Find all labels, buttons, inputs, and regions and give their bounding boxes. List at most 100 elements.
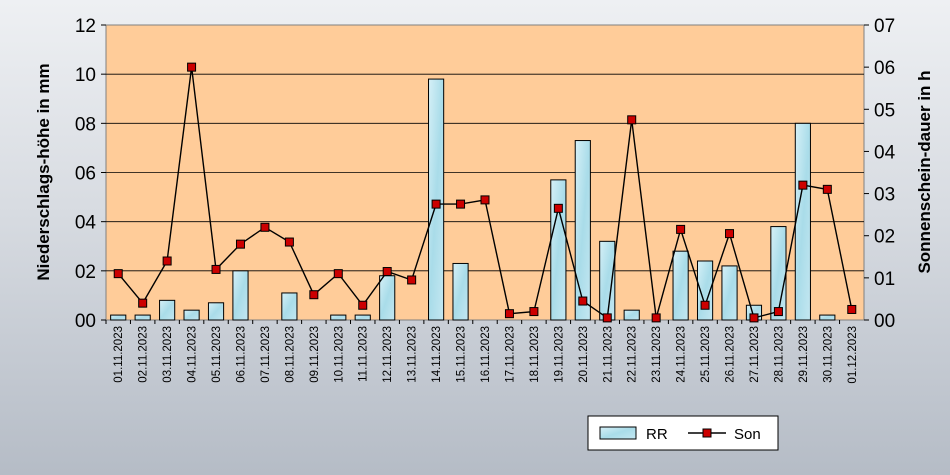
x-tick-label: 12.11.2023 bbox=[382, 326, 394, 383]
rr-bar bbox=[232, 270, 249, 321]
rr-bar bbox=[183, 309, 200, 321]
y-tick-label: 08 bbox=[75, 114, 96, 135]
son-marker bbox=[309, 290, 319, 300]
rr-bar bbox=[672, 250, 689, 321]
y2-tick-label: 04 bbox=[874, 142, 896, 163]
y-tick-label: 02 bbox=[75, 262, 96, 283]
rr-bar bbox=[574, 140, 591, 321]
rr-bar bbox=[721, 265, 738, 321]
x-tick-label: 01.11.2023 bbox=[113, 326, 125, 383]
y2-tick-label: 03 bbox=[874, 185, 895, 206]
rr-bar bbox=[550, 179, 567, 321]
x-axis-ticks: 01.11.2023 02.11.2023 03.11.2023 04.11.2023… bbox=[105, 320, 859, 384]
son-marker bbox=[602, 313, 612, 323]
rr-bar bbox=[354, 314, 371, 321]
x-tick-label: 25.11.2023 bbox=[700, 326, 712, 383]
x-tick-label: 13.11.2023 bbox=[407, 326, 419, 383]
x-tick-label: 10.11.2023 bbox=[333, 326, 345, 383]
x-tick-label: 21.11.2023 bbox=[602, 326, 614, 383]
son-marker bbox=[260, 222, 270, 232]
son-marker bbox=[504, 309, 514, 319]
x-tick-label: 16.11.2023 bbox=[480, 326, 492, 383]
son-marker bbox=[333, 269, 343, 279]
rr-bar bbox=[819, 314, 836, 321]
legend-rr-swatch bbox=[599, 426, 637, 440]
son-marker bbox=[847, 304, 857, 314]
son-marker bbox=[431, 199, 441, 209]
rr-bar bbox=[159, 299, 176, 321]
x-tick-label: 11.11.2023 bbox=[358, 326, 370, 382]
son-marker bbox=[529, 307, 539, 317]
x-tick-label: 28.11.2023 bbox=[773, 326, 785, 383]
y-tick-label: 04 bbox=[75, 213, 97, 234]
y-tick-label: 00 bbox=[75, 311, 96, 332]
legend-son-marker bbox=[702, 428, 712, 438]
right-axis-ticks: 00 01 02 03 04 05 06 07 bbox=[864, 16, 896, 332]
x-tick-label: 02.11.2023 bbox=[138, 326, 150, 383]
y-tick-label: 10 bbox=[75, 65, 96, 86]
son-marker bbox=[211, 264, 221, 274]
son-marker bbox=[113, 269, 123, 279]
son-marker bbox=[358, 300, 368, 310]
y2-tick-label: 06 bbox=[874, 58, 895, 79]
x-tick-label: 14.11.2023 bbox=[431, 326, 443, 383]
son-marker bbox=[284, 237, 294, 247]
son-line bbox=[113, 62, 857, 323]
x-tick-label: 17.11.2023 bbox=[504, 326, 516, 383]
son-marker bbox=[627, 115, 637, 125]
x-tick-label: 07.11.2023 bbox=[260, 326, 272, 383]
left-axis-ticks: 00 02 04 06 08 10 12 bbox=[75, 16, 106, 332]
son-marker bbox=[187, 62, 197, 72]
y2-tick-label: 05 bbox=[874, 100, 895, 121]
son-marker bbox=[749, 313, 759, 323]
son-marker bbox=[162, 256, 172, 266]
y2-tick-label: 00 bbox=[874, 311, 895, 332]
rr-bars bbox=[110, 78, 836, 321]
x-tick-label: 24.11.2023 bbox=[676, 326, 688, 383]
x-tick-label: 20.11.2023 bbox=[578, 326, 590, 383]
y2-tick-label: 07 bbox=[874, 16, 895, 37]
x-tick-label: 06.11.2023 bbox=[235, 326, 247, 383]
son-marker bbox=[700, 300, 710, 310]
legend-son-label: Son bbox=[734, 426, 761, 443]
x-tick-label: 18.11.2023 bbox=[529, 326, 541, 383]
y2-tick-label: 01 bbox=[874, 269, 895, 290]
x-tick-label: 26.11.2023 bbox=[725, 326, 737, 383]
son-marker bbox=[578, 296, 588, 306]
grid-lines bbox=[106, 73, 864, 272]
x-tick-label: 15.11.2023 bbox=[456, 326, 468, 383]
rr-bar bbox=[281, 292, 298, 321]
son-marker bbox=[456, 199, 466, 209]
rr-bar bbox=[207, 302, 225, 321]
son-marker bbox=[138, 298, 148, 308]
legend: RR Son bbox=[587, 415, 779, 451]
rr-bar bbox=[623, 309, 640, 321]
son-marker bbox=[235, 239, 245, 249]
x-tick-label: 09.11.2023 bbox=[309, 326, 321, 383]
y-tick-label: 06 bbox=[75, 164, 96, 185]
son-marker bbox=[480, 195, 490, 205]
son-marker bbox=[553, 203, 563, 213]
son-marker bbox=[773, 307, 783, 317]
x-tick-label: 04.11.2023 bbox=[187, 326, 199, 383]
y2-tick-label: 02 bbox=[874, 227, 895, 248]
x-tick-label: 08.11.2023 bbox=[284, 326, 296, 383]
son-marker bbox=[822, 184, 832, 194]
rr-bar bbox=[794, 122, 811, 321]
left-axis-title: Niederschlags-höhe in mm bbox=[34, 63, 53, 280]
son-marker bbox=[725, 229, 735, 239]
son-marker bbox=[382, 267, 392, 277]
rr-bar bbox=[770, 226, 787, 321]
son-marker bbox=[798, 180, 808, 190]
x-tick-label: 19.11.2023 bbox=[553, 326, 565, 383]
rr-bar bbox=[428, 78, 445, 321]
right-axis-title: Sonnenschein-dauer in h bbox=[915, 70, 934, 273]
x-tick-label: 27.11.2023 bbox=[749, 326, 761, 383]
rr-bar bbox=[452, 262, 469, 321]
y-tick-label: 12 bbox=[75, 16, 96, 37]
x-tick-label: 01.12.2023 bbox=[847, 326, 859, 384]
x-tick-label: 05.11.2023 bbox=[211, 326, 223, 383]
rr-bar bbox=[110, 314, 127, 321]
x-tick-label: 23.11.2023 bbox=[651, 326, 663, 383]
